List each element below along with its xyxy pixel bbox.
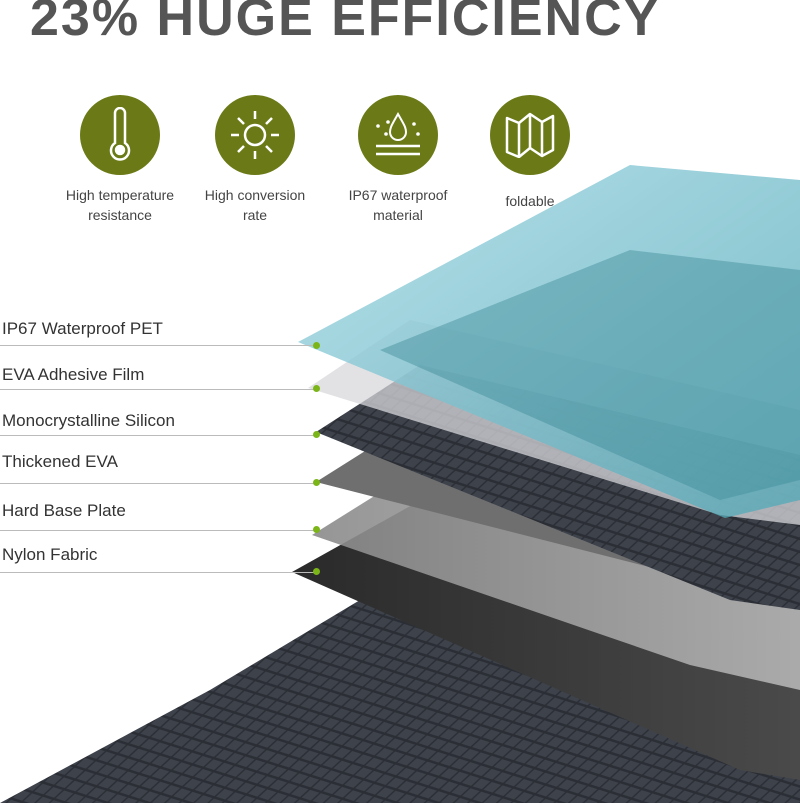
feature-label: rate (242, 207, 268, 223)
folding-map-icon (490, 95, 570, 175)
feature-label: material (373, 207, 423, 223)
leader-line (0, 435, 316, 436)
headline: 23% HUGE EFFICIENCY (30, 0, 661, 47)
feature-label: IP67 waterproof (348, 187, 448, 203)
layer-marker (313, 342, 320, 349)
layer-marker (313, 568, 320, 575)
layer-marker (313, 385, 320, 392)
thermometer-icon (80, 95, 160, 175)
feature-foldable: foldable (460, 95, 600, 211)
feature-high-conversion: High conversion rate (185, 95, 325, 225)
layer-label-eva-film: EVA Adhesive Film (2, 365, 145, 384)
layer-label-base-plate: Hard Base Plate (2, 501, 126, 520)
layer-marker (313, 431, 320, 438)
leader-line (0, 345, 316, 346)
leader-line (0, 572, 316, 573)
water-drop-icon (358, 95, 438, 175)
feature-label: foldable (505, 193, 555, 209)
feature-high-temperature: High temperature resistance (50, 95, 190, 225)
waterproof-pet-layer (298, 165, 800, 518)
leader-line (0, 483, 316, 484)
feature-label: High conversion (204, 187, 306, 203)
layer-marker (313, 479, 320, 486)
layer-label-nylon: Nylon Fabric (2, 545, 98, 564)
layer-label-silicon: Monocrystalline Silicon (2, 411, 175, 430)
leader-line (0, 389, 316, 390)
layer-label-thickened-eva: Thickened EVA (2, 452, 118, 471)
feature-waterproof: IP67 waterproof material (328, 95, 468, 225)
layer-label-pet: IP67 Waterproof PET (2, 319, 163, 338)
leader-line (0, 530, 316, 531)
feature-label: resistance (88, 207, 152, 223)
sun-icon (215, 95, 295, 175)
layer-marker (313, 526, 320, 533)
feature-label: High temperature (65, 187, 175, 203)
